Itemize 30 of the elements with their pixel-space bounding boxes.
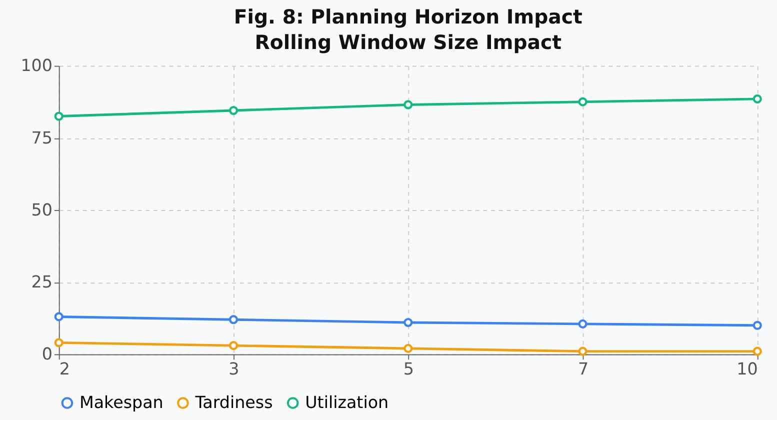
point [578,97,588,106]
point [228,341,238,350]
legend-label: Tardiness [194,392,273,412]
legend-label: Makespan [79,392,164,412]
legend-label: Utilization [305,392,389,412]
caption: Fig. 8: Planning Horizon Impact [234,6,582,29]
point [54,338,64,348]
y-tick-label: 50 [31,200,52,220]
point [578,346,588,356]
x-tick-label: 7 [578,359,589,378]
chart-title: Rolling Window Size Impact [254,31,562,54]
x-tick-label: 10 [736,359,758,378]
point [228,106,238,116]
point [54,312,64,322]
point [752,320,762,330]
x-tick-label: 2 [59,359,70,378]
point [752,94,762,104]
point [228,315,238,324]
point [404,344,413,353]
y-tick-label: 75 [31,128,52,148]
point [578,319,588,328]
x-tick-label: 5 [403,359,414,378]
point [404,100,413,110]
point [752,346,762,356]
y-tick-label: 25 [31,272,52,292]
x-tick-label: 3 [228,359,240,378]
point [54,112,64,121]
y-tick-label: 0 [42,344,52,364]
y-tick-label: 100 [20,56,52,76]
point [404,318,413,328]
